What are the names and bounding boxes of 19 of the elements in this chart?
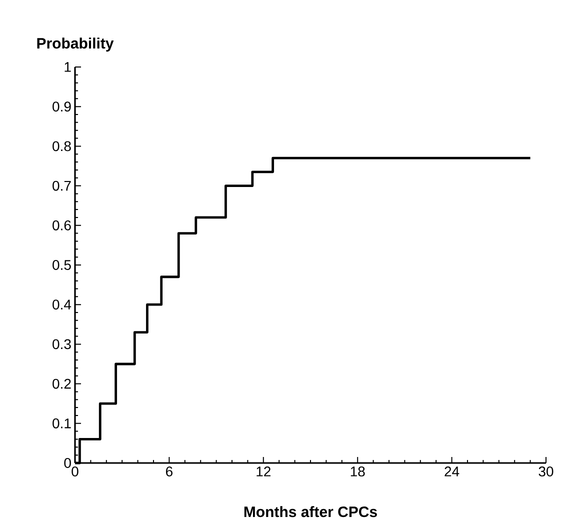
x-tick-label: 12 <box>256 466 270 476</box>
y-tick-label: 0.5 <box>52 260 71 270</box>
y-tick-label: 0.3 <box>52 339 71 350</box>
y-tick-label: 0.4 <box>52 300 72 310</box>
y-tick-label: 0.8 <box>52 141 71 152</box>
y-tick-label: 0.1 <box>52 418 71 428</box>
y-tick-label: 0.2 <box>52 378 71 389</box>
x-tick-label: 30 <box>538 466 554 476</box>
y-tick-label: 0 <box>64 458 71 468</box>
x-tick-label: 0 <box>72 466 78 476</box>
x-tick-label: 24 <box>444 466 460 476</box>
y-axis-title: Probability <box>37 38 114 52</box>
y-tick-label: 0.9 <box>52 102 71 112</box>
y-tick-label: 1 <box>64 62 71 72</box>
x-axis-title: Months after CPCs <box>244 506 377 518</box>
y-tick-label: 0.6 <box>52 220 71 230</box>
x-tick-label: 6 <box>166 466 172 476</box>
x-tick-label: 18 <box>350 466 365 476</box>
y-tick-label: 0.7 <box>52 180 71 191</box>
